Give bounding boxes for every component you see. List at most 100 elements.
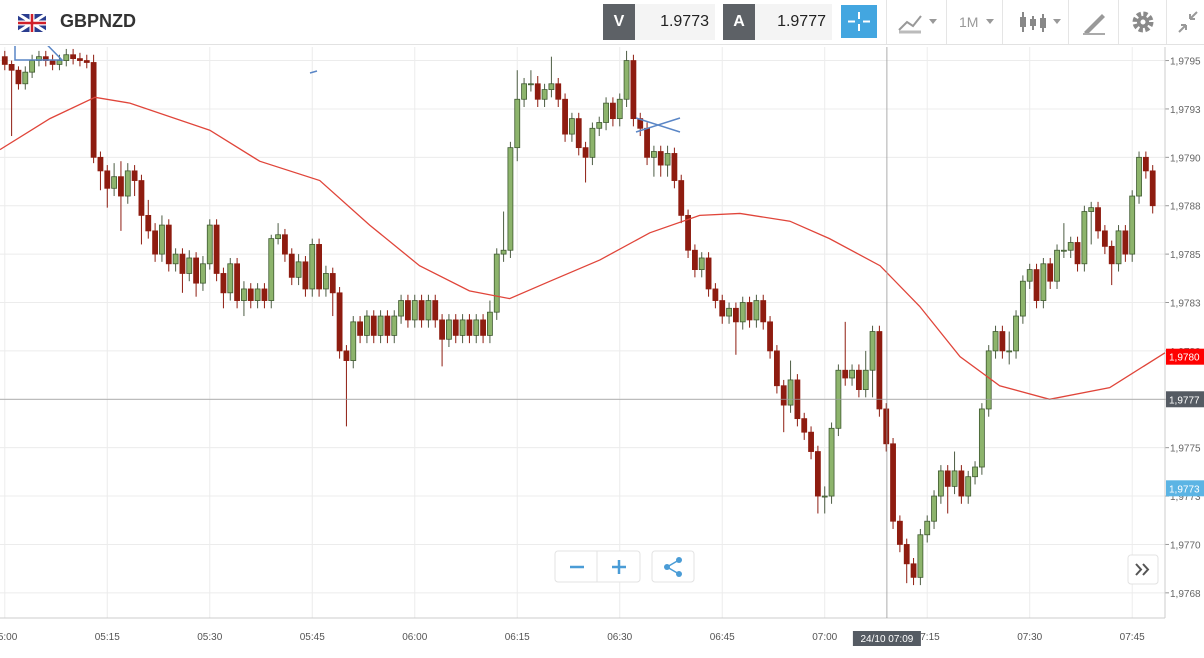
candle-body <box>118 176 124 197</box>
candle-body <box>425 300 432 321</box>
candle-body <box>555 83 562 100</box>
candle-body <box>1101 230 1108 247</box>
y-tick-label: 1,9783 <box>1170 298 1201 309</box>
crosshair-x-label: 24/10 07:09 <box>860 634 913 645</box>
crosshair-y-label: 1,9777 <box>1169 395 1200 406</box>
candle-body <box>972 466 978 478</box>
candle-body <box>985 350 992 410</box>
collapse-button[interactable] <box>1166 0 1204 44</box>
bid-label: V <box>603 4 635 40</box>
candle-body <box>623 60 630 100</box>
x-tick-label: 06:15 <box>505 632 530 643</box>
candle-body <box>452 319 459 336</box>
candle-body <box>357 321 363 336</box>
x-tick-label: 05:15 <box>95 632 120 643</box>
chart: 1,9795 1,9793 1,9790 1,9788 1,9785 1,9783 1,97… <box>0 46 1204 646</box>
y-tick-label: 1,9775 <box>1170 444 1201 455</box>
candle-body <box>247 288 254 301</box>
candle-body <box>405 300 411 321</box>
candle-body <box>131 170 138 181</box>
candle-body <box>15 69 22 85</box>
candle-body <box>801 418 808 433</box>
candle-body <box>172 253 179 265</box>
candle-body <box>268 238 275 301</box>
candle-body <box>1067 242 1074 251</box>
price-marker-bg <box>1166 480 1204 497</box>
candle-body <box>876 331 883 410</box>
candle-body <box>302 261 309 290</box>
candle-body <box>787 379 794 406</box>
candle-style-button[interactable] <box>1002 0 1069 44</box>
candle-body <box>719 300 726 317</box>
x-tick-label: 05:30 <box>197 632 222 643</box>
candle-body <box>398 300 404 317</box>
candle-body <box>842 369 849 379</box>
candle-body <box>514 98 521 149</box>
candle-body <box>862 369 869 391</box>
candle-body <box>97 156 104 172</box>
candle-body <box>493 253 500 313</box>
candle-body <box>370 315 377 336</box>
candle-body <box>63 54 70 61</box>
candle-body <box>220 273 227 294</box>
share-button[interactable] <box>651 550 695 583</box>
settings-button[interactable] <box>1118 0 1167 44</box>
drawn-mark[interactable] <box>309 70 318 74</box>
candle-body <box>186 257 193 274</box>
ask-label: A <box>723 4 755 40</box>
candle-body <box>329 273 336 294</box>
candle-body <box>773 350 780 387</box>
candle-body <box>193 257 200 284</box>
candle-body <box>958 470 965 497</box>
scroll-end-button[interactable] <box>1127 554 1159 585</box>
candle-body <box>1026 269 1033 282</box>
drawing-button[interactable] <box>1068 0 1119 44</box>
candle-body <box>309 244 316 290</box>
candle-body <box>760 300 767 323</box>
chart-type-button[interactable] <box>886 0 947 44</box>
candle-body <box>22 71 29 85</box>
y-tick-label: 1,9770 <box>1170 540 1201 551</box>
candle-body <box>753 300 760 321</box>
candle-body <box>692 249 698 270</box>
y-tick-label: 1,9773 <box>1170 492 1201 503</box>
drawn-triangle[interactable] <box>14 46 64 61</box>
candle-body <box>821 495 828 498</box>
x-tick-label: 05:00 <box>0 632 18 643</box>
zoom-in-button[interactable] <box>612 560 626 574</box>
symbol: GBPNZD <box>60 11 136 31</box>
candle-body <box>200 263 206 284</box>
moving-average <box>0 96 1166 400</box>
candle-body <box>418 300 425 321</box>
candle-body <box>124 170 131 197</box>
candle-body <box>1054 249 1060 282</box>
x-tick-label: 06:00 <box>402 632 427 643</box>
candle-body <box>651 151 657 158</box>
bid-price[interactable]: 1.9773 <box>635 4 715 40</box>
candle-body <box>671 153 678 181</box>
ask-price[interactable]: 1.9777 <box>755 4 832 40</box>
timeframe-button[interactable]: 1M <box>946 0 1003 44</box>
candle-body <box>739 302 746 323</box>
candle-body <box>1149 170 1156 207</box>
candle-body <box>384 315 391 336</box>
candle-body <box>883 408 890 445</box>
candle-body <box>855 369 862 391</box>
crosshair-button[interactable] <box>841 5 877 38</box>
flag-icon <box>18 14 46 32</box>
candle-body <box>924 520 931 536</box>
candle-body <box>507 147 514 251</box>
candle-body <box>1108 245 1115 265</box>
candle-body <box>1060 249 1067 252</box>
candle-body <box>179 253 186 274</box>
candle-body <box>664 153 671 166</box>
candle-body <box>316 244 322 290</box>
candle-body <box>767 321 773 352</box>
drawn-cross[interactable] <box>635 117 681 133</box>
candle-body <box>459 319 466 336</box>
candle-body <box>992 331 999 352</box>
candle-body <box>145 214 152 232</box>
candle-body <box>77 58 83 61</box>
candle-body <box>978 408 985 468</box>
candle-body <box>965 476 972 497</box>
